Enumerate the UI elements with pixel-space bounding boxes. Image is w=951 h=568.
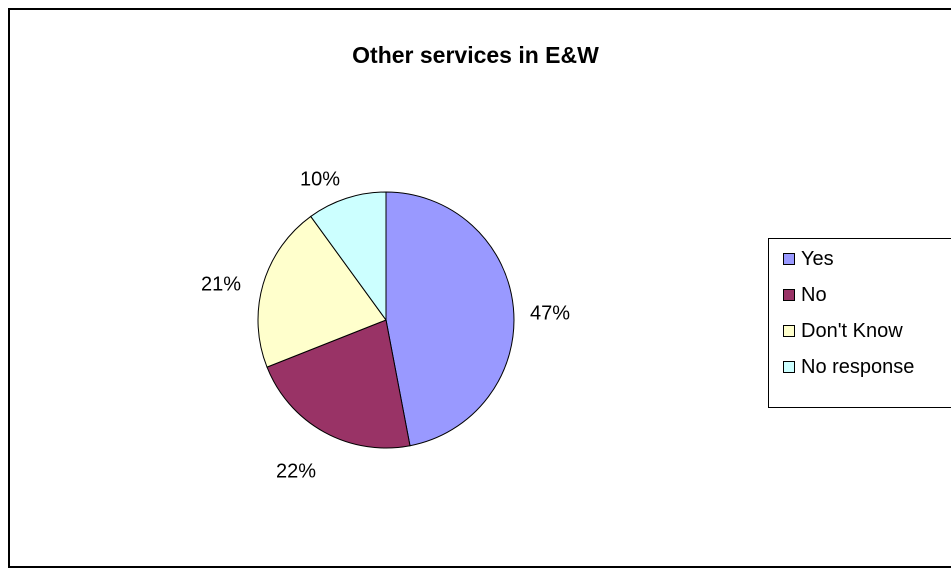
pie-slice-don-t-know [257, 215, 387, 368]
chart-title: Other services in E&W [352, 42, 599, 68]
legend-label-dont-know: Don't Know [801, 319, 903, 342]
pie-slice-no-response [310, 191, 387, 322]
pie-slice-no [266, 319, 411, 449]
pie-chart: 47% 22% 21% 10% [201, 168, 570, 482]
legend: Yes No Don't Know No response [768, 238, 951, 408]
legend-label-no-response: No response [801, 355, 915, 378]
data-label-no: 22% [276, 460, 316, 482]
pie-slice-yes [385, 191, 515, 447]
legend-swatch-yes [783, 253, 795, 265]
legend-label-yes: Yes [801, 247, 834, 270]
legend-item-no: No [783, 283, 827, 307]
legend-label-no: No [801, 283, 827, 306]
data-label-yes: 47% [530, 302, 570, 324]
legend-item-no-response: No response [783, 355, 914, 379]
legend-swatch-dont-know [783, 325, 795, 337]
data-label-don-t-know: 21% [201, 273, 241, 295]
legend-swatch-no [783, 289, 795, 301]
legend-swatch-no-response [783, 361, 795, 373]
legend-item-dont-know: Don't Know [783, 319, 903, 343]
legend-item-yes: Yes [783, 247, 834, 271]
data-label-no-response: 10% [300, 168, 340, 190]
